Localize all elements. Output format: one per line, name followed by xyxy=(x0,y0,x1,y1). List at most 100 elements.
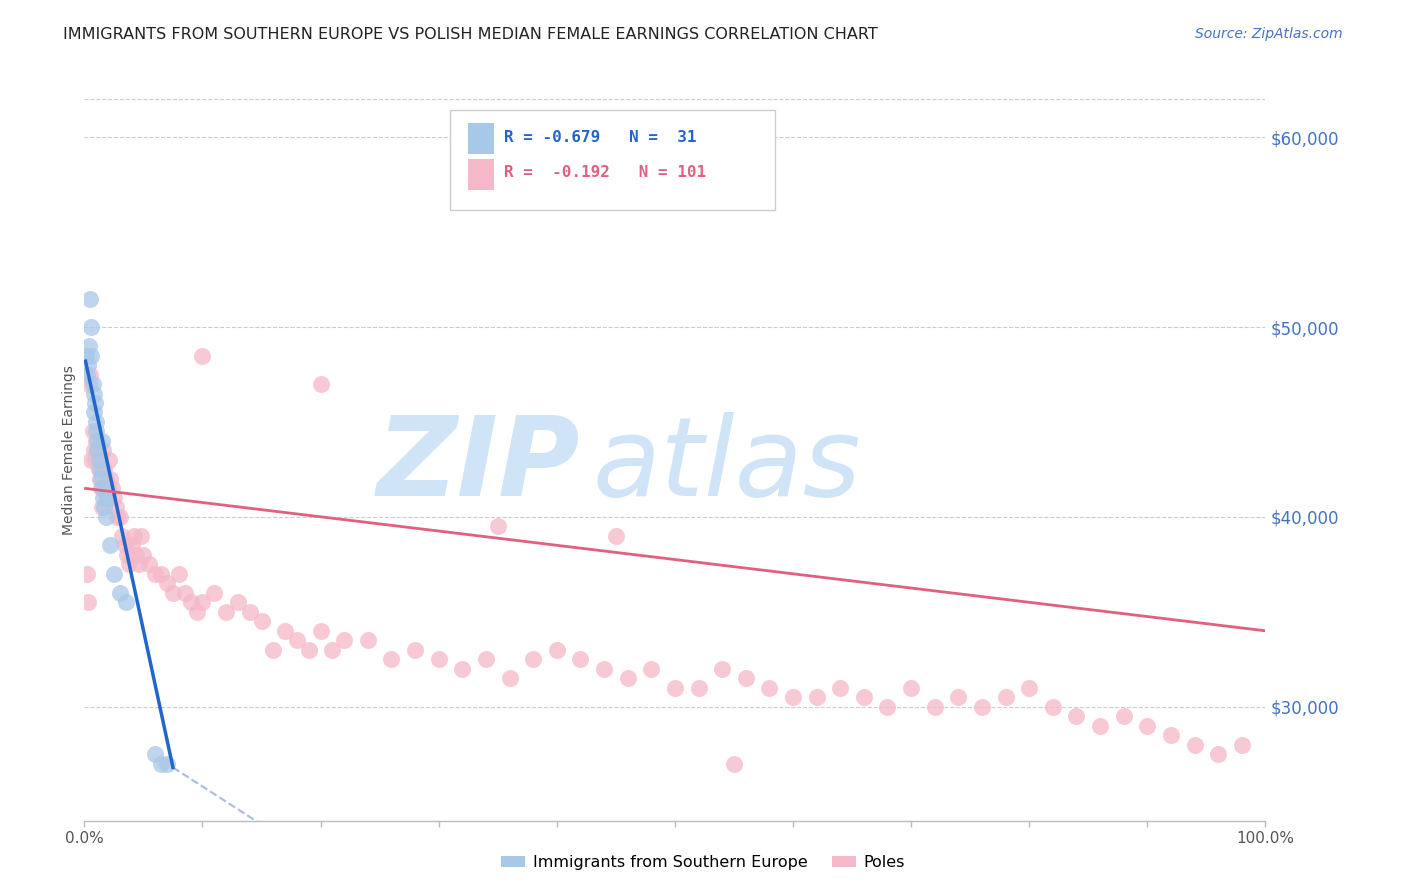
Point xyxy=(83,405,105,419)
Point xyxy=(274,624,297,638)
Point xyxy=(98,538,121,552)
Point xyxy=(994,690,1017,705)
Point xyxy=(122,529,145,543)
Point xyxy=(79,368,101,382)
Point xyxy=(150,756,173,771)
Point xyxy=(298,642,321,657)
Point xyxy=(94,509,117,524)
Point xyxy=(321,642,343,657)
Point xyxy=(782,690,804,705)
Point xyxy=(191,349,214,363)
Point xyxy=(111,529,134,543)
Point xyxy=(924,699,946,714)
Point xyxy=(806,690,828,705)
Point xyxy=(970,699,993,714)
Text: ZIP: ZIP xyxy=(377,412,581,519)
Point xyxy=(357,633,380,648)
Point xyxy=(546,642,568,657)
Point xyxy=(89,472,111,486)
Legend: Immigrants from Southern Europe, Poles: Immigrants from Southern Europe, Poles xyxy=(495,849,911,877)
Point xyxy=(75,349,97,363)
Text: atlas: atlas xyxy=(592,412,860,519)
Point xyxy=(156,576,179,591)
Point xyxy=(1042,699,1064,714)
Point xyxy=(98,453,121,467)
Point xyxy=(114,595,136,609)
Point xyxy=(96,491,118,505)
Point xyxy=(191,595,214,609)
Point xyxy=(616,671,638,685)
Point xyxy=(180,595,202,609)
Point xyxy=(830,681,852,695)
Point xyxy=(98,472,121,486)
Point xyxy=(77,595,100,609)
Point xyxy=(1160,728,1182,742)
Point xyxy=(105,500,128,515)
Point xyxy=(100,482,122,496)
Point xyxy=(121,538,143,552)
Bar xyxy=(468,123,494,154)
Point xyxy=(1088,719,1111,733)
Point xyxy=(89,462,111,476)
Point xyxy=(640,662,662,676)
Point xyxy=(215,605,238,619)
Point xyxy=(129,529,152,543)
Point xyxy=(86,434,108,448)
Point xyxy=(876,699,898,714)
Point xyxy=(97,491,120,505)
Point xyxy=(605,529,627,543)
FancyBboxPatch shape xyxy=(450,110,775,210)
Point xyxy=(173,586,195,600)
Text: R = -0.679   N =  31: R = -0.679 N = 31 xyxy=(503,130,696,145)
Point xyxy=(77,358,100,372)
Point xyxy=(108,586,131,600)
Point xyxy=(156,756,179,771)
Point xyxy=(380,652,402,666)
Point xyxy=(118,558,141,572)
Point xyxy=(1066,709,1088,723)
Point xyxy=(84,434,107,448)
Point xyxy=(451,662,474,676)
Point xyxy=(498,671,520,685)
Point xyxy=(427,652,450,666)
Point xyxy=(143,566,166,581)
Point xyxy=(404,642,426,657)
Point xyxy=(162,586,184,600)
Point xyxy=(83,443,105,458)
Point xyxy=(1112,709,1135,723)
Point xyxy=(103,491,125,505)
Point xyxy=(262,642,284,657)
Point xyxy=(150,566,173,581)
Point xyxy=(138,558,160,572)
Point xyxy=(285,633,308,648)
Point xyxy=(1018,681,1040,695)
Point xyxy=(87,453,110,467)
Point xyxy=(94,472,117,486)
Point xyxy=(91,491,114,505)
Point xyxy=(90,472,112,486)
Point xyxy=(86,443,108,458)
Point xyxy=(948,690,970,705)
Point xyxy=(1206,747,1229,762)
Point xyxy=(93,462,115,476)
Point xyxy=(186,605,208,619)
Point xyxy=(522,652,544,666)
Point xyxy=(250,615,273,629)
Point xyxy=(87,462,110,476)
Point xyxy=(1230,738,1253,752)
Point xyxy=(77,339,100,353)
Point xyxy=(91,482,114,496)
Point xyxy=(84,415,107,429)
Point xyxy=(333,633,356,648)
Point xyxy=(128,558,150,572)
Point xyxy=(711,662,734,676)
Point xyxy=(80,349,103,363)
Point xyxy=(80,320,103,334)
Point xyxy=(852,690,875,705)
Bar xyxy=(468,159,494,190)
Point xyxy=(143,747,166,762)
Point xyxy=(77,377,100,392)
Point xyxy=(80,453,103,467)
Point xyxy=(309,624,332,638)
Point xyxy=(91,500,114,515)
